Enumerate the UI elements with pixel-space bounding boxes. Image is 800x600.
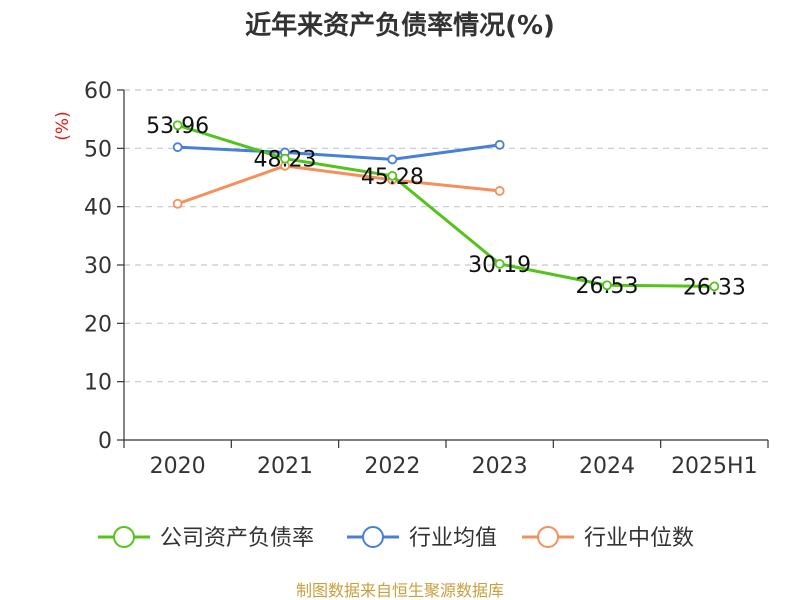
series-line-2 bbox=[176, 164, 502, 206]
axes: 0 10 20 30 40 50 60 2020 2021 2022 2023 2024 2025H1 bbox=[84, 79, 769, 479]
series-point-0[interactable] bbox=[709, 281, 720, 292]
y-tick-label: 20 bbox=[84, 312, 112, 337]
legend-item-0[interactable]: 公司资产负债率 bbox=[98, 526, 314, 551]
x-tick-label: 2024 bbox=[579, 454, 635, 479]
series-point-2[interactable] bbox=[494, 186, 505, 196]
legend-item-2[interactable]: 行业中位数 bbox=[522, 526, 694, 551]
x-tick-label: 2022 bbox=[364, 454, 420, 479]
series-line-1 bbox=[176, 143, 502, 161]
series-point-1[interactable] bbox=[387, 154, 398, 165]
data-label: 26.33 bbox=[683, 275, 746, 300]
legend: 公司资产负债率 行业均值 行业中位数 bbox=[98, 526, 694, 551]
y-tick-label: 40 bbox=[84, 196, 112, 221]
series-point-2[interactable] bbox=[172, 198, 183, 209]
y-tick-label: 0 bbox=[98, 429, 112, 454]
legend-label: 行业均值 bbox=[409, 526, 497, 551]
y-tick-label: 10 bbox=[84, 371, 112, 396]
series-point-0[interactable] bbox=[602, 280, 612, 291]
x-tick-label: 2023 bbox=[472, 454, 528, 479]
chart-title: 近年来资产负债率情况(%) bbox=[245, 10, 555, 41]
legend-label: 公司资产负债率 bbox=[160, 526, 314, 551]
data-labels: 53.96 48.23 45.28 30.19 26.53 26.33 bbox=[146, 114, 746, 300]
y-tick-label: 30 bbox=[84, 254, 112, 279]
data-label: 53.96 bbox=[146, 114, 209, 139]
series-point-0[interactable] bbox=[494, 258, 505, 269]
data-label: 48.23 bbox=[254, 148, 317, 173]
x-tick-label: 2021 bbox=[257, 454, 313, 479]
y-tick-label: 50 bbox=[84, 137, 112, 162]
series-point-0[interactable] bbox=[387, 170, 398, 181]
y-tick-label: 60 bbox=[84, 79, 112, 104]
series-point-0[interactable] bbox=[172, 120, 183, 131]
legend-marker bbox=[362, 526, 384, 548]
series-point-0[interactable] bbox=[280, 153, 290, 164]
legend-item-1[interactable]: 行业均值 bbox=[347, 526, 497, 551]
x-tick-label: 2020 bbox=[150, 454, 206, 479]
series-point-1[interactable] bbox=[172, 142, 183, 153]
series-point-1[interactable] bbox=[494, 139, 505, 150]
legend-label: 行业中位数 bbox=[584, 526, 694, 551]
data-source-note: 制图数据来自恒生聚源数据库 bbox=[296, 581, 504, 600]
legend-marker bbox=[113, 526, 135, 548]
grid-lines bbox=[124, 89, 768, 383]
data-label: 30.19 bbox=[468, 253, 531, 278]
legend-marker bbox=[537, 526, 559, 548]
x-tick-label: 2025H1 bbox=[671, 454, 758, 479]
data-label: 26.53 bbox=[576, 274, 639, 299]
y-axis-unit: (%) bbox=[53, 111, 73, 140]
series-lines bbox=[172, 120, 720, 292]
series-line-0 bbox=[176, 123, 716, 288]
data-label: 45.28 bbox=[361, 165, 424, 190]
